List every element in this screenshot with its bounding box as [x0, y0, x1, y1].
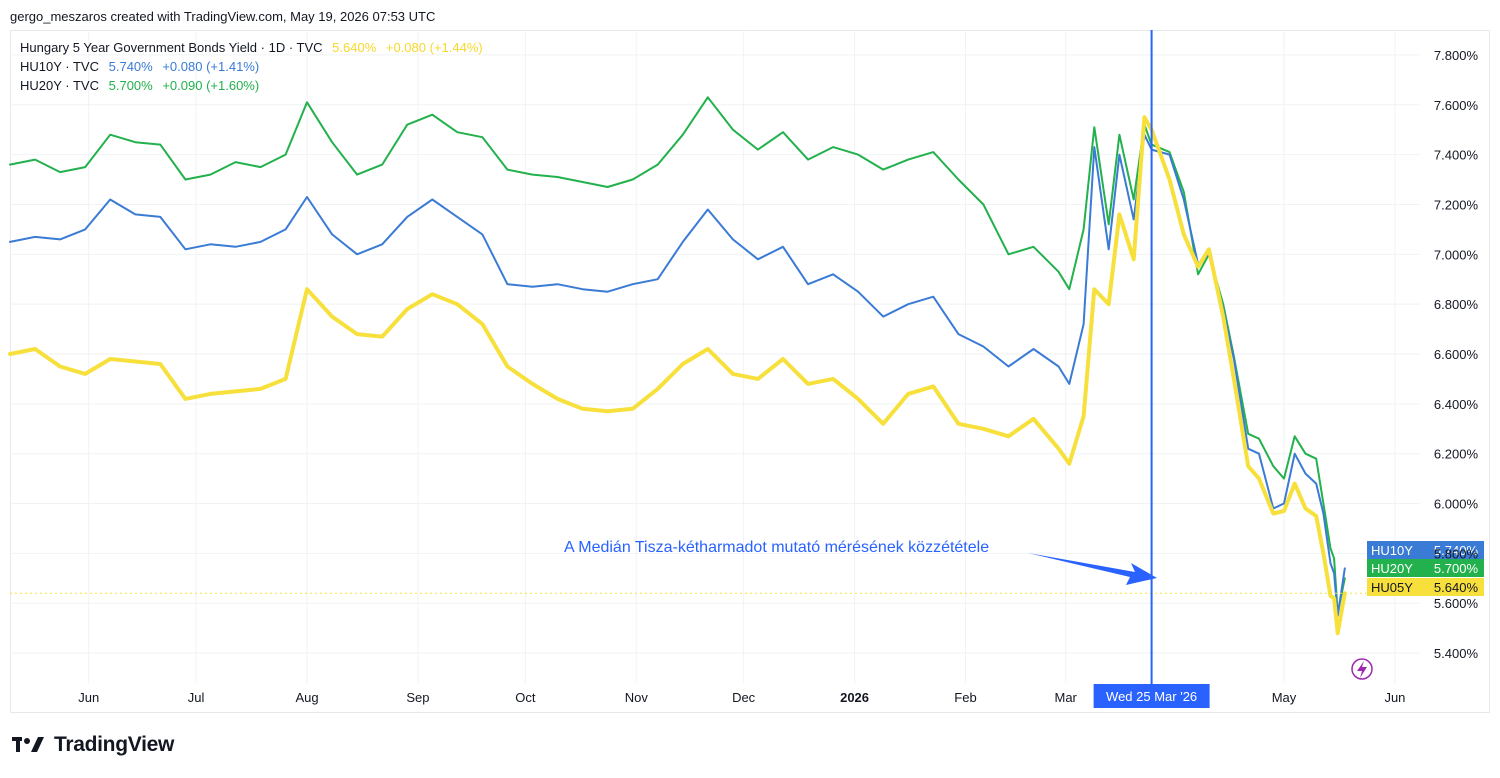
price-tag-hu20y [1367, 559, 1484, 577]
crosshair-date-label: Wed 25 Mar '26 [1106, 689, 1197, 704]
y-tick-label: 7.600% [1434, 98, 1479, 113]
chart-area[interactable] [10, 30, 1490, 713]
y-tick-label: 5.400% [1434, 646, 1479, 661]
legend-value: 5.640% [332, 40, 377, 55]
logo-text: TradingView [54, 733, 175, 756]
lightning-icon [1351, 658, 1373, 680]
price-tag-name: HU10Y [1371, 543, 1413, 558]
annotation-arrow [1028, 553, 1157, 585]
x-tick-label: Jun [78, 690, 99, 705]
x-tick-label: Oct [515, 690, 536, 705]
price-tag-name: HU05Y [1371, 580, 1413, 595]
legend-name: Hungary 5 Year Government Bonds Yield · … [20, 40, 323, 55]
x-tick-label: Jun [1384, 690, 1405, 705]
legend-value: 5.740% [108, 59, 153, 74]
y-tick-label: 7.800% [1434, 48, 1479, 63]
price-tag-hu05y [1367, 578, 1484, 596]
legend-name: HU10Y · TVC [20, 59, 99, 74]
y-tick-label: 6.400% [1434, 397, 1479, 412]
lightning-icon-bolt [1357, 661, 1367, 678]
legend-item-hu10y[interactable]: HU10Y · TVC 5.740% +0.080 (+1.41%) [20, 57, 483, 76]
legend-name: HU20Y · TVC [20, 78, 99, 93]
y-tick-label: 6.200% [1434, 447, 1479, 462]
y-tick-label: 6.800% [1434, 297, 1479, 312]
x-tick-label: Dec [732, 690, 756, 705]
x-tick-label: Mar [1055, 690, 1078, 705]
y-tick-label: 6.600% [1434, 347, 1479, 362]
price-tag-value: 5.700% [1434, 561, 1479, 576]
legend-change: +0.080 (+1.41%) [162, 59, 260, 74]
series-line-hu20y [9, 96, 1346, 615]
series-lines [8, 96, 1347, 636]
annotation-text[interactable]: A Medián Tisza-kétharmadot mutató mérésé… [564, 539, 990, 556]
y-tick-label: 7.000% [1434, 247, 1479, 262]
price-tag-name: HU20Y [1371, 561, 1413, 576]
price-tag-value: 5.740% [1434, 543, 1479, 558]
price-tag-hu10y [1367, 541, 1484, 559]
legend-item-hu20y[interactable]: HU20Y · TVC 5.700% +0.090 (+1.60%) [20, 76, 483, 95]
series-line-hu05y [8, 115, 1347, 636]
x-tick-label: Aug [295, 690, 318, 705]
x-tick-label: 2026 [840, 690, 869, 705]
y-tick-label: 7.400% [1434, 148, 1479, 163]
y-tick-label: 6.000% [1434, 497, 1479, 512]
y-tick-label: 5.600% [1434, 596, 1479, 611]
legend-change: +0.090 (+1.60%) [162, 78, 260, 93]
axes: 7.800% 7.600% 7.400% 7.200% 7.000% 6.800% 6.60… [78, 48, 1478, 705]
x-tick-label: Feb [954, 690, 976, 705]
y-tick-label: 7.200% [1434, 197, 1479, 212]
chart-credit: gergo_meszaros created with TradingView.… [10, 9, 436, 24]
tradingview-logo-icon [12, 737, 44, 752]
series-line-hu10y [9, 133, 1346, 617]
legend-item-hu05y[interactable]: Hungary 5 Year Government Bonds Yield · … [20, 38, 483, 57]
y-tick-label: 5.800% [1434, 546, 1479, 561]
grid [10, 30, 1420, 683]
tradingview-logo[interactable]: TradingView [12, 733, 174, 757]
x-tick-label: Jul [188, 690, 205, 705]
legend-change: +0.080 (+1.44%) [385, 40, 483, 55]
price-tag-value: 5.640% [1434, 580, 1479, 595]
crosshair-date-box [1093, 684, 1210, 708]
legend: Hungary 5 Year Government Bonds Yield · … [20, 38, 483, 95]
legend-value: 5.700% [108, 78, 153, 93]
overlays: Wed 25 Mar '26 HU10Y 5.740% HU20Y 5.700% HU05… [10, 30, 1484, 708]
x-tick-label: May [1272, 690, 1297, 705]
x-tick-label: Nov [625, 690, 649, 705]
x-tick-label: Sep [406, 690, 429, 705]
